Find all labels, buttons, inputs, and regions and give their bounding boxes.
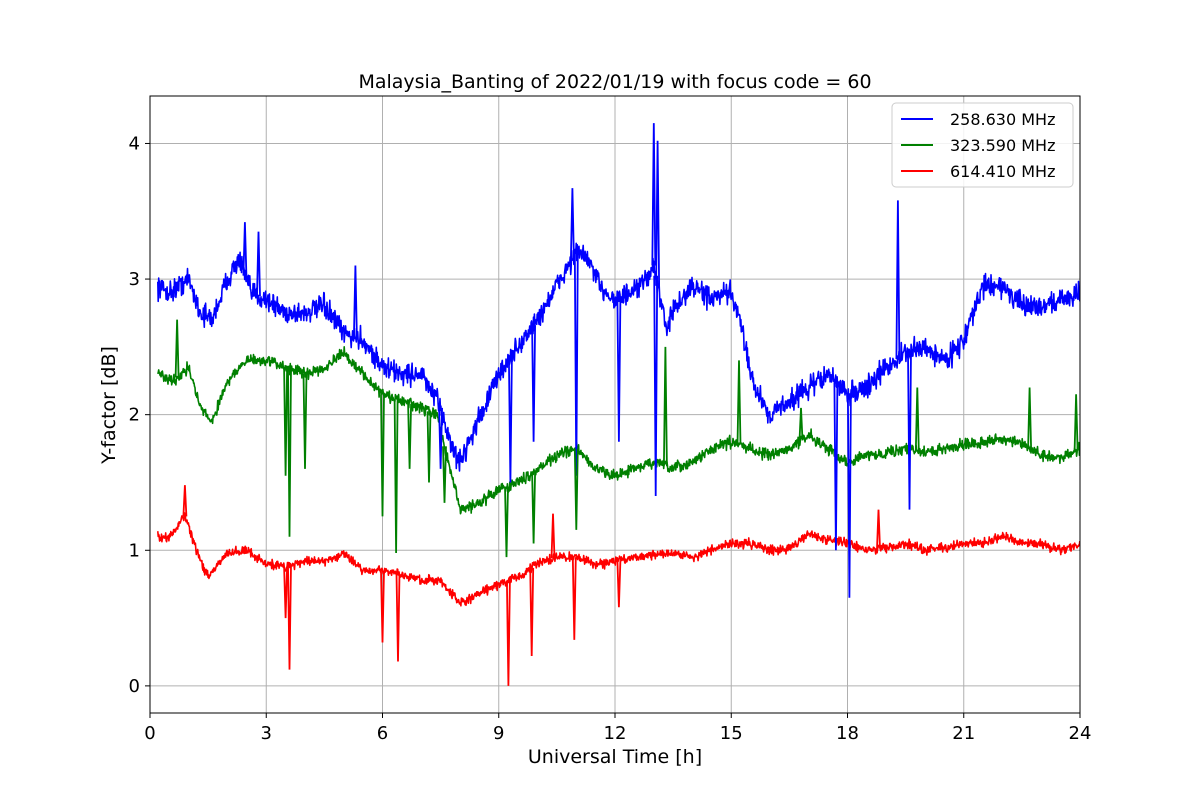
spike-series-2 bbox=[876, 509, 881, 549]
legend-label-614-mhz: 614.410 MHz bbox=[950, 162, 1055, 181]
spike-series-0 bbox=[438, 407, 443, 469]
x-tick-label: 12 bbox=[604, 723, 627, 744]
spike-series-0 bbox=[256, 231, 261, 297]
spike-series-0 bbox=[655, 140, 660, 286]
x-tick-label: 15 bbox=[720, 723, 743, 744]
spike-series-0 bbox=[651, 123, 657, 266]
spike-series-1 bbox=[283, 367, 288, 476]
series-layer bbox=[157, 123, 1080, 686]
spike-series-1 bbox=[504, 486, 509, 558]
spike-series-1 bbox=[407, 403, 412, 469]
spike-series-0 bbox=[895, 200, 901, 360]
x-tick-label: 24 bbox=[1069, 723, 1092, 744]
spike-series-0 bbox=[570, 188, 575, 259]
spike-series-0 bbox=[653, 275, 659, 497]
spike-series-1 bbox=[426, 411, 432, 483]
spike-series-1 bbox=[380, 394, 385, 517]
x-tick-label: 6 bbox=[377, 723, 388, 744]
series-614-410-mhz-line bbox=[157, 512, 1080, 607]
spike-series-1 bbox=[393, 399, 399, 554]
legend-label-323-mhz: 323.590 MHz bbox=[950, 136, 1055, 155]
y-axis-label: Y-factor [dB] bbox=[98, 346, 120, 465]
legend-box bbox=[891, 102, 1074, 188]
spike-series-0 bbox=[833, 382, 839, 551]
spike-series-2 bbox=[380, 570, 385, 643]
spike-series-2 bbox=[550, 513, 556, 559]
spike-series-0 bbox=[907, 352, 912, 510]
spike-series-1 bbox=[663, 346, 668, 467]
spike-series-1 bbox=[531, 471, 536, 544]
spike-series-0 bbox=[353, 265, 358, 338]
spike-series-0 bbox=[242, 222, 248, 276]
spike-series-1 bbox=[302, 373, 308, 469]
spike-series-1 bbox=[1027, 387, 1032, 449]
spike-series-1 bbox=[736, 360, 742, 445]
spike-series-1 bbox=[573, 448, 579, 530]
spike-series-0 bbox=[508, 357, 513, 483]
spike-series-2 bbox=[571, 557, 577, 640]
spike-series-1 bbox=[442, 446, 447, 503]
x-tick-label: 3 bbox=[261, 723, 272, 744]
x-tick-label: 0 bbox=[144, 723, 155, 744]
series-258-630-mhz-line bbox=[157, 242, 1080, 472]
spike-series-0 bbox=[847, 393, 852, 598]
spike-series-1 bbox=[174, 319, 180, 378]
spike-series-2 bbox=[395, 573, 401, 662]
spike-series-1 bbox=[1073, 394, 1079, 451]
y-tick-label: 1 bbox=[129, 540, 140, 561]
spike-series-1 bbox=[798, 407, 804, 441]
spike-series-2 bbox=[616, 560, 622, 608]
x-tick-label: 9 bbox=[493, 723, 504, 744]
spike-series-2 bbox=[287, 565, 292, 670]
spike-series-0 bbox=[531, 325, 536, 442]
spike-series-2 bbox=[182, 485, 188, 517]
spike-series-0 bbox=[616, 298, 622, 442]
spike-series-1 bbox=[287, 368, 292, 537]
legend: 258.630 MHz 323.590 MHz 614.410 MHz bbox=[891, 102, 1074, 188]
series-323-590-mhz-line bbox=[157, 346, 1080, 515]
spike-series-2 bbox=[506, 580, 511, 686]
spike-series-0 bbox=[573, 251, 579, 476]
x-axis-label: Universal Time [h] bbox=[528, 746, 702, 768]
spike-series-1 bbox=[914, 387, 920, 452]
y-tick-label: 4 bbox=[129, 133, 140, 154]
chart-title: Malaysia_Banting of 2022/01/19 with focu… bbox=[358, 71, 871, 93]
y-tick-label: 0 bbox=[129, 676, 140, 697]
x-tick-label: 21 bbox=[952, 723, 975, 744]
x-tick-label: 18 bbox=[836, 723, 859, 744]
y-tick-label: 2 bbox=[129, 405, 140, 426]
y-tick-label: 3 bbox=[129, 269, 140, 290]
spike-series-2 bbox=[529, 567, 535, 657]
spike-series-2 bbox=[283, 566, 288, 619]
legend-label-258-mhz: 258.630 MHz bbox=[950, 110, 1055, 129]
